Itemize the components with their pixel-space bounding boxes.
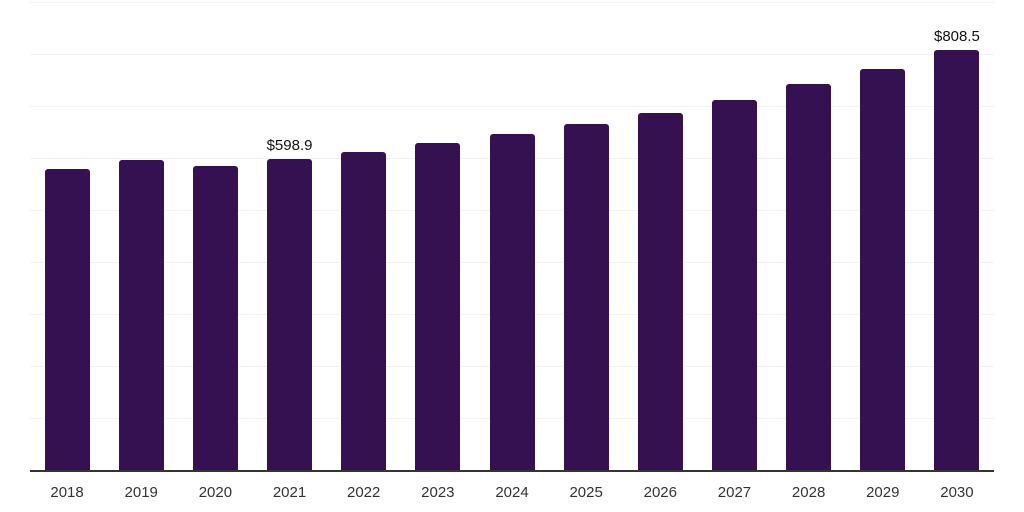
x-tick-label-2023: 2023 — [421, 484, 455, 501]
gridline — [30, 54, 994, 55]
gridline — [30, 106, 994, 107]
bar-2021 — [267, 158, 313, 470]
bar-2029 — [860, 68, 906, 470]
bar-2027 — [711, 100, 757, 470]
x-tick-label-2025: 2025 — [569, 484, 603, 501]
bar-2023 — [415, 143, 461, 470]
bar-2018 — [44, 168, 90, 470]
x-axis: 2018 2019 2020 2021 2022 2023 2024 2025 2026 2027… — [30, 484, 994, 504]
bar-2030 — [934, 49, 980, 470]
gridline — [30, 2, 994, 3]
bar-2019 — [118, 159, 164, 470]
x-tick-label-2018: 2018 — [50, 484, 84, 501]
x-tick-label-2024: 2024 — [495, 484, 529, 501]
bar-2020 — [192, 165, 238, 470]
data-label-2030: $808.5 — [933, 27, 980, 45]
x-tick-label-2027: 2027 — [717, 484, 752, 501]
data-label-2021: $598.9 — [266, 136, 313, 154]
x-tick-label-2020: 2020 — [198, 484, 233, 501]
x-tick-label-2028: 2028 — [791, 484, 826, 501]
x-tick-label-2026: 2026 — [643, 484, 677, 501]
bar-2028 — [786, 83, 832, 470]
x-tick-label-2029: 2029 — [866, 484, 900, 501]
plot-area: $598.9 $808.5 — [30, 2, 994, 472]
x-tick-label-2022: 2022 — [347, 484, 381, 501]
x-tick-label-2030: 2030 — [940, 484, 974, 501]
bar-2022 — [341, 151, 387, 470]
bar-2026 — [637, 112, 683, 470]
bar-2024 — [489, 133, 535, 470]
bar-2025 — [563, 123, 609, 470]
x-tick-label-2019: 2019 — [124, 484, 158, 501]
x-tick-label-2021: 2021 — [272, 484, 307, 501]
